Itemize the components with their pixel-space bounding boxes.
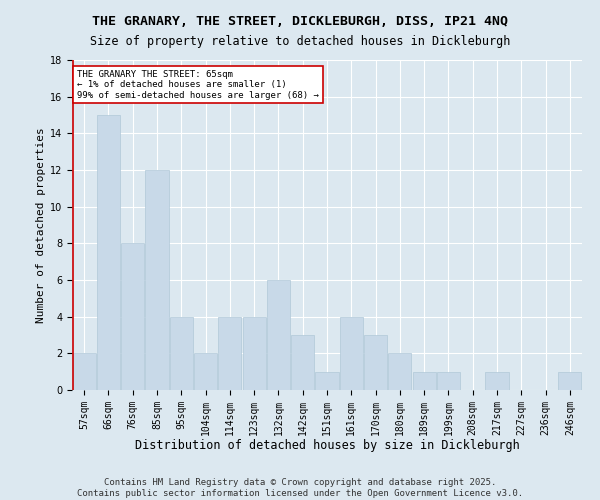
X-axis label: Distribution of detached houses by size in Dickleburgh: Distribution of detached houses by size … xyxy=(134,439,520,452)
Bar xyxy=(242,316,266,390)
Bar xyxy=(170,316,193,390)
Bar xyxy=(97,115,120,390)
Y-axis label: Number of detached properties: Number of detached properties xyxy=(36,127,46,323)
Bar xyxy=(267,280,290,390)
Bar xyxy=(388,354,412,390)
Bar xyxy=(485,372,509,390)
Bar xyxy=(340,316,363,390)
Text: Size of property relative to detached houses in Dickleburgh: Size of property relative to detached ho… xyxy=(90,35,510,48)
Bar xyxy=(413,372,436,390)
Bar xyxy=(559,372,581,390)
Text: THE GRANARY THE STREET: 65sqm
← 1% of detached houses are smaller (1)
99% of sem: THE GRANARY THE STREET: 65sqm ← 1% of de… xyxy=(77,70,319,100)
Bar xyxy=(194,354,217,390)
Bar xyxy=(291,335,314,390)
Text: Contains HM Land Registry data © Crown copyright and database right 2025.
Contai: Contains HM Land Registry data © Crown c… xyxy=(77,478,523,498)
Bar xyxy=(437,372,460,390)
Bar xyxy=(121,244,144,390)
Bar xyxy=(73,354,95,390)
Text: THE GRANARY, THE STREET, DICKLEBURGH, DISS, IP21 4NQ: THE GRANARY, THE STREET, DICKLEBURGH, DI… xyxy=(92,15,508,28)
Bar xyxy=(364,335,387,390)
Bar xyxy=(145,170,169,390)
Bar xyxy=(218,316,241,390)
Bar xyxy=(316,372,338,390)
